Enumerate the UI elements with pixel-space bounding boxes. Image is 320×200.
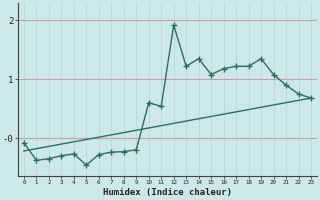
- X-axis label: Humidex (Indice chaleur): Humidex (Indice chaleur): [103, 188, 232, 197]
